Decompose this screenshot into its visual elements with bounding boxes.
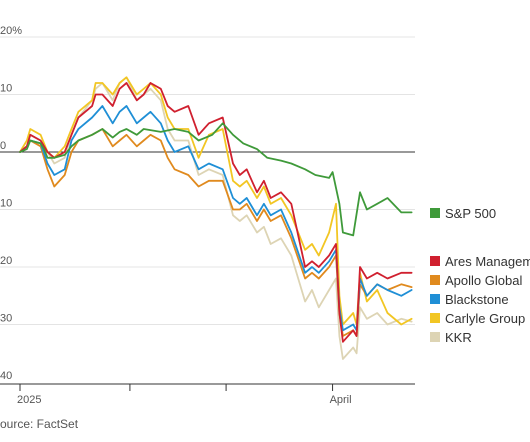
series-lines — [19, 76, 413, 360]
legend-swatch — [430, 256, 440, 266]
series-line-blackstone — [19, 105, 413, 332]
y-tick-label: 10 — [0, 83, 12, 95]
x-tick-label: April — [330, 394, 352, 406]
legend-label: Carlyle Group — [445, 311, 525, 326]
series-line-s-p-500 — [19, 122, 413, 237]
grid-lines — [0, 36, 415, 325]
legend-swatch — [430, 294, 440, 304]
legend-label: Apollo Global — [445, 273, 522, 288]
series-line-carlyle-group — [19, 76, 413, 326]
x-axis: 2025 April — [0, 383, 415, 406]
y-tick-label: 20% — [0, 25, 22, 37]
legend: S&P 500 Ares Management Apollo Global Black… — [430, 206, 530, 345]
series-line-apollo-global — [19, 128, 413, 337]
legend-swatch — [430, 332, 440, 342]
legend-label: S&P 500 — [445, 206, 496, 221]
y-tick-label: 40 — [0, 370, 12, 382]
y-tick-label: 0 — [0, 140, 6, 152]
legend-swatch — [430, 313, 440, 323]
legend-swatch — [430, 208, 440, 218]
x-tick-label: 2025 — [17, 394, 41, 406]
y-tick-label: 10 — [0, 198, 12, 210]
y-tick-label: 20 — [0, 255, 12, 267]
y-axis-ticks: 20% 10 0 10 20 30 40 — [0, 25, 22, 382]
y-tick-label: 30 — [0, 313, 12, 325]
series-line-ares-management — [19, 82, 413, 343]
legend-label: KKR — [445, 330, 472, 345]
source-note: ource: FactSet — [0, 417, 79, 431]
legend-label: Ares Management — [445, 254, 530, 269]
legend-swatch — [430, 275, 440, 285]
legend-label: Blackstone — [445, 292, 509, 307]
